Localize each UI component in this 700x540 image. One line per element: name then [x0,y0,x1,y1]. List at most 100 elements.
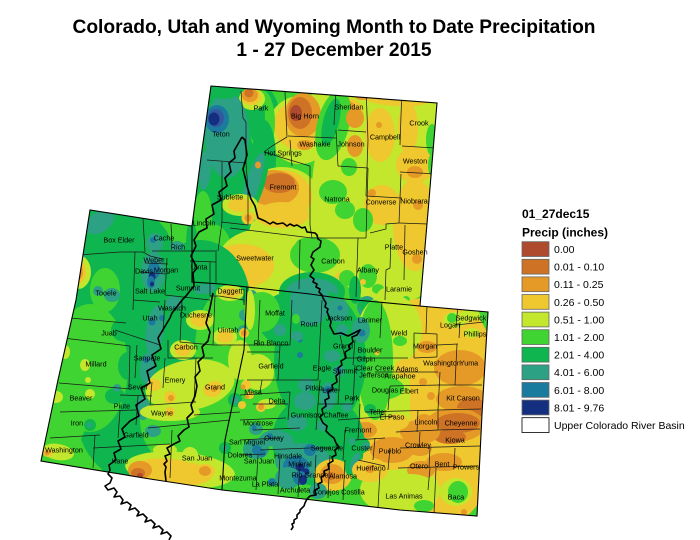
svg-text:El Paso: El Paso [380,413,405,422]
svg-text:Huerfano: Huerfano [356,464,386,473]
svg-text:Conejos: Conejos [313,488,340,497]
svg-text:Park: Park [254,104,269,113]
svg-text:Archuleta: Archuleta [280,486,310,495]
svg-text:0.01 - 0.10: 0.01 - 0.10 [554,262,604,274]
svg-text:Wayne: Wayne [151,409,173,418]
svg-text:Boulder: Boulder [358,346,383,355]
svg-text:Rich: Rich [171,243,185,252]
svg-text:Carbon: Carbon [321,257,345,266]
svg-text:Teller: Teller [369,408,387,417]
svg-text:Prowers: Prowers [453,463,480,472]
svg-text:Douglas: Douglas [372,386,399,395]
svg-text:Wasatch: Wasatch [158,304,186,313]
svg-text:Fremont: Fremont [270,183,297,192]
svg-text:Teton: Teton [212,130,230,139]
svg-text:Park: Park [345,394,360,403]
svg-text:San Juan: San Juan [182,454,212,463]
svg-text:San Juan: San Juan [244,457,274,466]
svg-text:Alamosa: Alamosa [329,472,357,481]
svg-text:Ouray: Ouray [264,434,284,443]
svg-text:Campbell: Campbell [370,133,401,142]
svg-text:Hinsdale: Hinsdale [274,452,302,461]
svg-text:Big Horn: Big Horn [291,112,319,121]
svg-text:Routt: Routt [300,320,317,329]
svg-text:2.01 - 4.00: 2.01 - 4.00 [554,350,604,362]
svg-text:Weston: Weston [403,157,427,166]
svg-text:Juab: Juab [101,329,117,338]
svg-text:0.26 - 0.50: 0.26 - 0.50 [554,297,604,309]
svg-text:0.11 - 0.25: 0.11 - 0.25 [554,279,604,291]
svg-text:Chaffee: Chaffee [323,411,348,420]
svg-text:Beaver: Beaver [70,394,93,403]
svg-text:San Miguel: San Miguel [229,438,265,447]
svg-text:La Plata: La Plata [252,480,278,489]
svg-text:Sheridan: Sheridan [335,103,364,112]
svg-text:Washakie: Washakie [299,140,330,149]
svg-text:Laramie: Laramie [386,285,412,294]
svg-text:Platte: Platte [385,243,403,252]
svg-text:8.01 - 9.76: 8.01 - 9.76 [554,402,604,414]
svg-text:Lincoln: Lincoln [193,219,216,228]
svg-text:Sevier: Sevier [128,383,149,392]
svg-text:Davis: Davis [135,267,153,276]
svg-text:Custer: Custer [351,444,373,453]
svg-text:Colorado, Utah and Wyoming Mon: Colorado, Utah and Wyoming Month to Date… [72,17,595,38]
svg-text:01_27dec15: 01_27dec15 [522,207,590,221]
svg-text:Natrona: Natrona [324,195,350,204]
svg-text:Lincoln: Lincoln [415,418,438,427]
svg-text:Dolores: Dolores [228,451,253,460]
svg-text:Summit: Summit [176,284,200,293]
svg-text:Hot Springs: Hot Springs [264,149,302,158]
svg-text:Logan: Logan [440,321,460,330]
svg-text:Garfield: Garfield [258,362,283,371]
svg-text:Elbert: Elbert [400,387,419,396]
svg-text:Washington: Washington [423,359,461,368]
svg-text:1 - 27 December 2015: 1 - 27 December 2015 [236,40,432,61]
svg-text:Moffat: Moffat [265,309,285,318]
svg-text:Montrose: Montrose [243,419,273,428]
svg-text:Daggett: Daggett [217,287,242,296]
svg-text:0.00: 0.00 [554,244,575,256]
svg-text:Converse: Converse [366,198,397,207]
svg-text:Morgan: Morgan [154,266,178,275]
svg-text:Sweetwater: Sweetwater [236,254,274,263]
svg-text:Las Animas: Las Animas [385,492,423,501]
svg-text:Crowley: Crowley [405,441,431,450]
svg-text:Kane: Kane [112,457,129,466]
svg-text:Piute: Piute [114,402,130,411]
svg-text:Montezuma: Montezuma [219,474,257,483]
svg-text:Pueblo: Pueblo [379,447,401,456]
svg-text:Weber: Weber [143,256,165,265]
svg-text:Phillips: Phillips [464,330,487,339]
svg-text:Baca: Baca [448,493,464,502]
svg-text:Carbon: Carbon [174,343,198,352]
svg-text:Yuma: Yuma [460,359,478,368]
svg-text:Adams: Adams [396,365,419,374]
svg-text:Upper Colorado River Basin: Upper Colorado River Basin [554,420,685,432]
svg-text:Bent: Bent [435,460,450,469]
svg-text:Rio Grande: Rio Grande [292,471,329,480]
svg-text:Jefferson: Jefferson [359,371,388,380]
svg-text:0.51 - 1.00: 0.51 - 1.00 [554,314,604,326]
svg-text:Gunnison: Gunnison [291,411,322,420]
svg-text:Delta: Delta [269,397,286,406]
svg-text:Saguache: Saguache [311,444,343,453]
svg-text:Precip (inches): Precip (inches) [522,226,608,240]
svg-text:Grand: Grand [333,342,353,351]
svg-text:Summit: Summit [333,367,357,376]
svg-text:Crook: Crook [409,119,429,128]
svg-text:Larimer: Larimer [358,316,383,325]
svg-text:Otero: Otero [410,462,428,471]
svg-text:Niobrara: Niobrara [400,197,428,206]
svg-text:Clear Creek: Clear Creek [356,364,395,373]
svg-text:1.01 - 2.00: 1.01 - 2.00 [554,332,604,344]
svg-text:Washington: Washington [45,446,83,455]
svg-text:Salt Lake: Salt Lake [135,287,165,296]
svg-text:Sedgwick: Sedgwick [456,314,487,323]
svg-text:Duchesne: Duchesne [180,311,212,320]
svg-text:Uintah: Uintah [218,326,239,335]
svg-text:Tooele: Tooele [95,289,116,298]
svg-text:Millard: Millard [85,360,106,369]
svg-text:Uinta: Uinta [191,263,208,272]
svg-text:6.01 - 8.00: 6.01 - 8.00 [554,385,604,397]
